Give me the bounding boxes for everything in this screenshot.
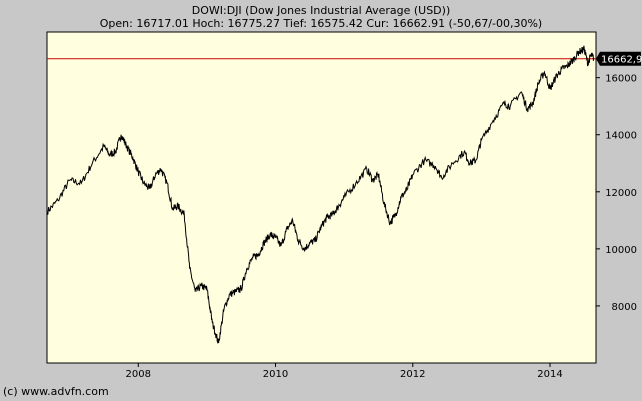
y-tick-label: 14000	[605, 131, 637, 142]
price-line	[46, 45, 595, 345]
axis-ticks: 8000 10000 12000 14000 16000 2008 2010 2012 2014	[126, 74, 637, 380]
source-credit: (c) www.advfn.com	[3, 385, 109, 398]
x-tick-label: 2008	[126, 369, 151, 380]
x-tick-label: 2010	[263, 369, 288, 380]
x-tick-label: 2014	[537, 369, 562, 380]
current-value-label: 16662,9	[601, 55, 642, 66]
plot-area	[46, 31, 597, 364]
current-value-marker: 16662,9	[596, 51, 642, 66]
y-tick-label: 10000	[605, 245, 637, 256]
chart-title: DOWI:DJI (Dow Jones Industrial Average (…	[192, 4, 450, 17]
current-value-box	[596, 51, 641, 66]
chart-subtitle: Open: 16717.01 Hoch: 16775.27 Tief: 1657…	[100, 17, 542, 30]
y-tick-label: 16000	[605, 74, 637, 85]
x-tick-label: 2012	[400, 369, 425, 380]
y-tick-label: 12000	[605, 188, 637, 199]
y-tick-label: 8000	[612, 302, 637, 313]
